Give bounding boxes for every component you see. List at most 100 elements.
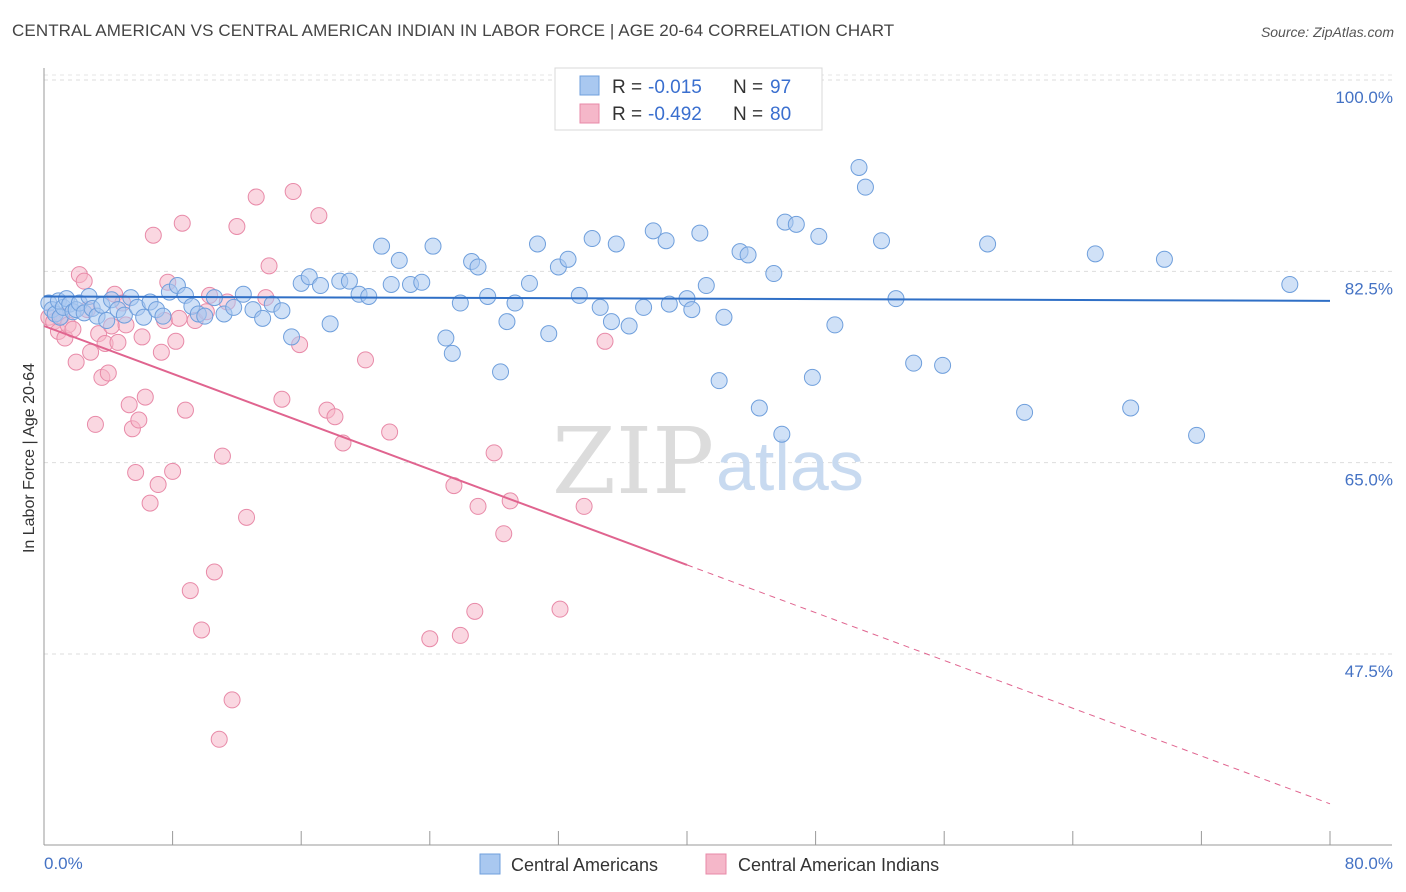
x-tick-label: 0.0%	[44, 854, 83, 873]
blue-point	[451, 294, 469, 312]
blue-point	[570, 286, 588, 304]
watermark-zip: ZIP	[552, 408, 714, 515]
blue-point	[437, 329, 455, 347]
pink-point	[357, 351, 374, 369]
blue-point	[710, 372, 728, 390]
top-legend: R = -0.015 N = 97 R = -0.492 N = 80	[554, 67, 823, 131]
blue-point	[283, 328, 301, 346]
pink-point	[75, 272, 93, 290]
pink-point	[109, 333, 127, 351]
blue-point	[657, 232, 675, 250]
bottom-legend-label-blue: Central Americans	[511, 855, 658, 875]
blue-point	[443, 344, 461, 362]
pink-point	[67, 353, 85, 371]
pink-point	[170, 309, 188, 327]
blue-point	[583, 230, 601, 248]
pink-point	[130, 411, 148, 429]
blue-point	[750, 399, 768, 417]
pink-point	[575, 497, 593, 515]
blue-point	[979, 235, 997, 253]
blue-point	[479, 287, 497, 305]
blue-point	[520, 274, 538, 292]
legend-n-value-blue: 97	[770, 77, 791, 98]
watermark-atlas: atlas	[716, 427, 864, 505]
blue-point	[1122, 399, 1140, 417]
pink-point	[133, 328, 151, 346]
blue-point	[602, 313, 620, 331]
bottom-legend-label-pink: Central American Indians	[738, 855, 939, 875]
blue-point	[644, 222, 662, 240]
legend-r-value-pink: -0.492	[648, 104, 702, 125]
pink-point	[149, 476, 167, 494]
trend-lines	[43, 295, 1331, 805]
pink-point	[82, 343, 100, 361]
pink-point	[238, 508, 256, 526]
legend-swatch-blue	[579, 75, 600, 96]
pink-point	[326, 408, 344, 426]
y-tick-label: 100.0%	[1335, 88, 1393, 107]
blue-point	[905, 354, 923, 372]
pink-point	[127, 464, 145, 482]
pink-point	[469, 497, 487, 515]
pink-point	[141, 494, 159, 512]
blue-point	[98, 312, 116, 330]
pink-point	[120, 396, 138, 414]
pink-point	[144, 226, 162, 244]
y-tick-label: 47.5%	[1345, 662, 1393, 681]
bottom-legend: Central Americans Central American India…	[479, 853, 939, 875]
blue-point	[498, 313, 516, 331]
blue-point	[850, 158, 868, 176]
pink-point	[421, 630, 439, 648]
blue-point	[1281, 275, 1299, 293]
legend-n-value-pink: 80	[770, 104, 791, 125]
pink-point	[176, 401, 194, 419]
blue-point	[787, 215, 805, 233]
blue-point	[873, 232, 891, 250]
chart-title: CENTRAL AMERICAN VS CENTRAL AMERICAN IND…	[12, 21, 895, 40]
blue-point	[115, 306, 133, 324]
trend-line-solid	[43, 325, 688, 566]
pink-point	[152, 343, 170, 361]
source-credit: Source: ZipAtlas.com	[1260, 24, 1394, 40]
blue-point	[1188, 426, 1206, 444]
trend-line-dashed	[686, 564, 1331, 805]
pink-series-points	[40, 183, 614, 748]
pink-point	[136, 388, 154, 406]
x-tick-label: 80.0%	[1345, 854, 1393, 873]
blue-point	[660, 295, 678, 313]
blue-point	[390, 251, 408, 269]
pink-point	[260, 257, 278, 275]
blue-point	[765, 265, 783, 283]
pink-point	[86, 415, 104, 433]
blue-point	[373, 237, 391, 255]
blue-point	[529, 235, 547, 253]
pink-point	[193, 621, 211, 639]
blue-point	[1155, 250, 1173, 268]
pink-point	[596, 332, 614, 350]
blue-point	[382, 275, 400, 293]
pink-point	[173, 214, 191, 232]
blue-point	[340, 272, 358, 290]
pink-point	[205, 563, 223, 581]
blue-point	[856, 178, 874, 196]
blue-point	[697, 277, 715, 295]
grid-lines	[44, 74, 1392, 655]
blue-point	[196, 307, 214, 325]
pink-point	[228, 218, 246, 236]
blue-point	[225, 298, 243, 316]
blue-point	[413, 273, 431, 291]
pink-point	[381, 423, 399, 441]
legend-r-label-pink: R =	[612, 104, 642, 125]
legend-swatch-pink	[579, 103, 600, 124]
pink-point	[223, 691, 241, 709]
blue-point	[810, 227, 828, 245]
blue-series-points	[40, 158, 1299, 444]
blue-point	[1016, 403, 1034, 421]
blue-point	[635, 298, 653, 316]
pink-point	[210, 730, 228, 748]
blue-point	[607, 235, 625, 253]
pink-point	[466, 602, 484, 620]
blue-point	[540, 325, 558, 343]
blue-point	[492, 363, 510, 381]
